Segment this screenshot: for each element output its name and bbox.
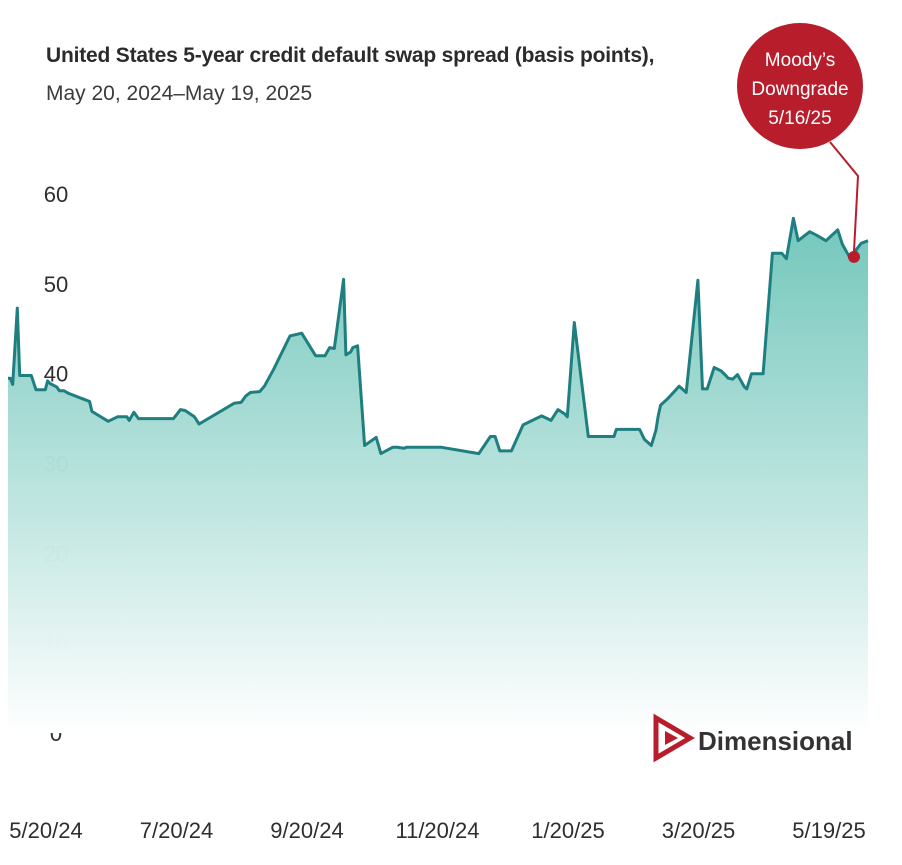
y-tick-label-50: 50 — [44, 272, 68, 297]
x-axis-tick-labels: 5/20/24 7/20/24 9/20/24 11/20/24 1/20/25 3/20… — [9, 818, 865, 843]
x-tick-label-1: 7/20/24 — [140, 818, 213, 843]
x-tick-label-6: 5/19/25 — [792, 818, 865, 843]
annotation-text-line-2: 5/16/25 — [768, 108, 831, 129]
x-tick-label-5: 3/20/25 — [662, 818, 735, 843]
series-area-fill — [8, 218, 868, 734]
annotation-layer: Moody’s Downgrade 5/16/25 — [737, 23, 863, 263]
chart-subtitle: May 20, 2024–May 19, 2025 — [46, 82, 313, 105]
annotation-text-line-1: Downgrade — [751, 79, 848, 100]
annotation-text-line-0: Moody’s — [765, 50, 835, 71]
event-marker-dot-icon — [848, 250, 860, 263]
x-tick-label-4: 1/20/25 — [531, 818, 604, 843]
dimensional-triangle-logo-icon — [653, 713, 695, 763]
chart-title: United States 5-year credit default swap… — [46, 44, 655, 67]
annotation-bubble — [737, 23, 863, 149]
logo-wordmark: Dimensional — [698, 726, 853, 756]
annotation-leader-line — [829, 141, 860, 251]
x-tick-label-3: 11/20/24 — [395, 818, 479, 843]
plot-area — [8, 216, 869, 734]
x-tick-label-2: 9/20/24 — [270, 818, 343, 843]
x-tick-label-0: 5/20/24 — [9, 818, 82, 843]
dimensional-logo: Dimensional — [653, 713, 853, 763]
series-line — [8, 216, 869, 456]
y-tick-label-60: 60 — [44, 182, 68, 207]
